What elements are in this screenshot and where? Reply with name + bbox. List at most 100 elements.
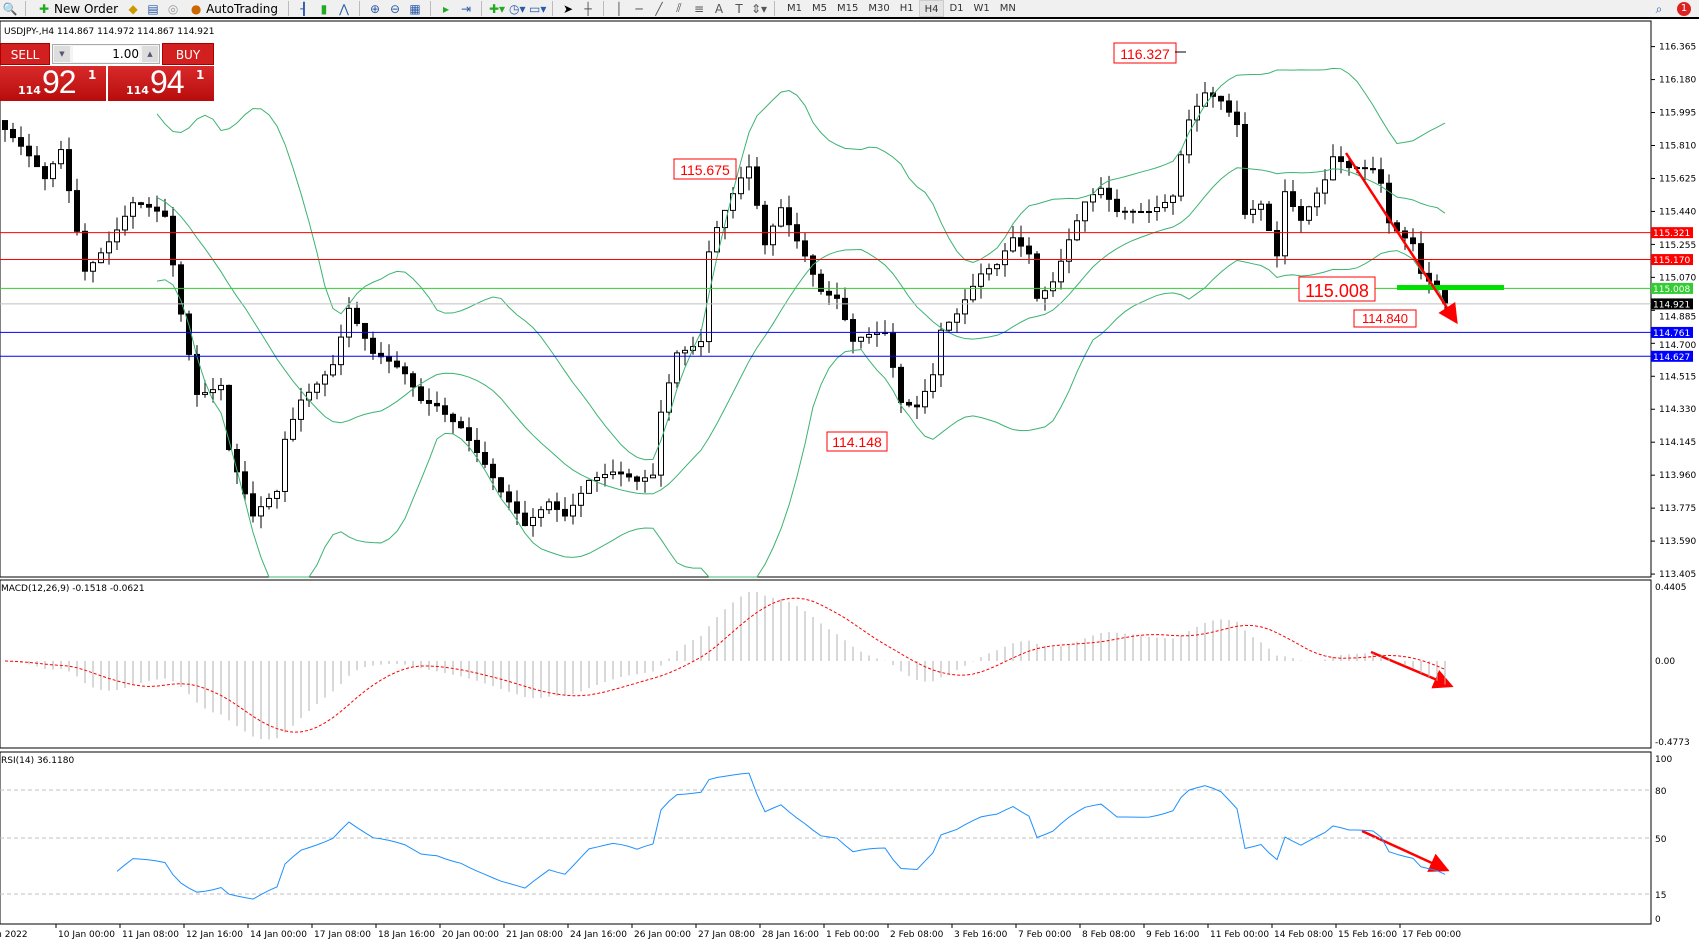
level-price-tag — [1651, 254, 1693, 266]
candle — [890, 323, 896, 378]
templates-icon[interactable]: ▭▾ — [528, 1, 547, 16]
macd-scale-label: -0.4773 — [1655, 738, 1690, 748]
price-label-box-low[interactable] — [826, 431, 888, 452]
candle — [578, 485, 584, 517]
market-watch-icon[interactable]: ◆ — [128, 1, 138, 16]
time-tick-label: 11 Jan 08:00 — [122, 930, 179, 940]
autotrading-button[interactable]: ● AutoTrading — [185, 0, 281, 17]
time-tick-label: 26 Jan 00:00 — [634, 930, 691, 940]
candle — [442, 397, 448, 423]
candle — [1314, 187, 1320, 217]
timeframe-w1[interactable]: W1 — [973, 3, 990, 14]
timeframe-m5[interactable]: M5 — [811, 3, 827, 14]
timeframe-m15[interactable]: M15 — [836, 3, 859, 14]
timeframe-d1[interactable]: D1 — [949, 3, 964, 14]
new-order-button[interactable]: ✚ New Order — [33, 0, 121, 17]
candle — [754, 157, 760, 210]
macd-signal-line — [4, 597, 1446, 733]
candle — [482, 441, 488, 469]
price-label-box-target[interactable] — [1353, 309, 1417, 328]
timeframe-mn[interactable]: MN — [999, 3, 1016, 14]
candle — [1154, 195, 1160, 221]
candle — [970, 273, 976, 303]
candle — [1226, 93, 1232, 117]
lot-size-stepper[interactable]: ▼ ▲ — [52, 44, 160, 64]
price-tick-label: 113.590 — [1659, 537, 1696, 547]
fibonacci-icon[interactable]: ≡ — [693, 1, 705, 16]
buy-price[interactable]: 114 94 1 — [108, 64, 214, 101]
cursor-icon[interactable]: ➤ — [562, 1, 574, 16]
candle — [186, 310, 192, 361]
lot-size-input[interactable] — [73, 46, 139, 62]
timeframe-h4[interactable]: H4 — [918, 0, 945, 17]
price-tick-label: 115.255 — [1659, 241, 1696, 251]
autoscroll-icon[interactable]: ⇥ — [460, 1, 472, 16]
arrows-icon[interactable]: ⇕▾ — [750, 1, 768, 16]
periods-icon[interactable]: ◷▾ — [508, 1, 526, 16]
price-label-box-high[interactable] — [1113, 42, 1177, 64]
text-label-icon[interactable]: T — [735, 1, 743, 16]
price-tick-label: 113.960 — [1659, 471, 1696, 481]
trendline-icon[interactable]: ╱ — [655, 1, 663, 16]
candlestick-icon[interactable]: ▮ — [320, 1, 328, 16]
zoom-out-icon[interactable]: ⊖ — [389, 1, 401, 16]
line-chart-icon[interactable]: ⋀ — [339, 1, 349, 16]
candle — [810, 254, 816, 287]
notifications-badge[interactable]: 1 — [1677, 2, 1691, 16]
crosshair-icon[interactable]: ┼ — [584, 1, 592, 16]
lot-decrease-button[interactable]: ▼ — [54, 46, 70, 62]
horizontal-line-icon[interactable]: ─ — [635, 1, 643, 16]
price-label-box-swing1[interactable] — [673, 158, 737, 180]
zoom-in-icon[interactable]: ⊕ — [369, 1, 381, 16]
price-tick-label: 115.625 — [1659, 174, 1696, 184]
tile-windows-icon[interactable]: ▦ — [409, 1, 421, 16]
timeframe-h1[interactable]: H1 — [899, 3, 914, 14]
lot-increase-button[interactable]: ▲ — [142, 46, 158, 62]
price-tick-label: 115.070 — [1659, 273, 1696, 283]
candle — [386, 344, 392, 374]
candle — [506, 484, 512, 511]
equidistant-channel-icon[interactable]: ⫽ — [676, 1, 682, 15]
candle — [1386, 174, 1392, 234]
trend-arrow[interactable] — [1344, 152, 1458, 325]
support-marker-line[interactable] — [1397, 285, 1504, 290]
candle — [418, 378, 424, 404]
timeframe-m1[interactable]: M1 — [786, 3, 802, 14]
indicators-icon[interactable]: ✚▾ — [488, 1, 506, 16]
price-tick-label: 114.515 — [1659, 372, 1696, 382]
navigator-icon[interactable]: ▤ — [147, 1, 159, 16]
candle — [434, 391, 440, 412]
candle — [914, 395, 920, 420]
sell-button[interactable]: SELL — [0, 43, 50, 65]
text-icon[interactable]: A — [714, 1, 724, 16]
autotrading-icon: ● — [190, 1, 202, 16]
candle — [1218, 95, 1224, 110]
chart-shift-icon[interactable]: ▸ — [442, 1, 449, 16]
vertical-line-icon[interactable]: │ — [615, 1, 623, 16]
zoom-icon[interactable]: 🔍 — [2, 1, 18, 16]
level-price-tag — [1651, 350, 1693, 362]
candle — [994, 263, 1000, 277]
candle — [234, 443, 240, 484]
candle — [378, 342, 384, 365]
bollinger-lower — [156, 250, 1446, 578]
candle — [626, 468, 632, 482]
bar-chart-icon[interactable]: ┨ — [300, 1, 308, 16]
candle — [1426, 262, 1432, 294]
search-icon[interactable]: ⌕ — [1655, 1, 1663, 16]
candle — [298, 387, 304, 432]
trend-arrow[interactable] — [1370, 650, 1454, 689]
candle — [1330, 144, 1336, 181]
candle — [1442, 288, 1448, 314]
timeframe-m30[interactable]: M30 — [868, 3, 890, 14]
rsi-scale-label: 100 — [1655, 755, 1672, 765]
trend-arrow[interactable] — [1361, 829, 1450, 872]
buy-button[interactable]: BUY — [162, 43, 214, 65]
macd-pane — [0, 579, 1652, 749]
sell-price[interactable]: 114 92 1 — [0, 64, 106, 101]
signals-icon[interactable]: ◎ — [167, 1, 179, 16]
price-label-box-support[interactable] — [1298, 276, 1376, 302]
candle — [1354, 166, 1360, 174]
candle — [1418, 231, 1424, 280]
